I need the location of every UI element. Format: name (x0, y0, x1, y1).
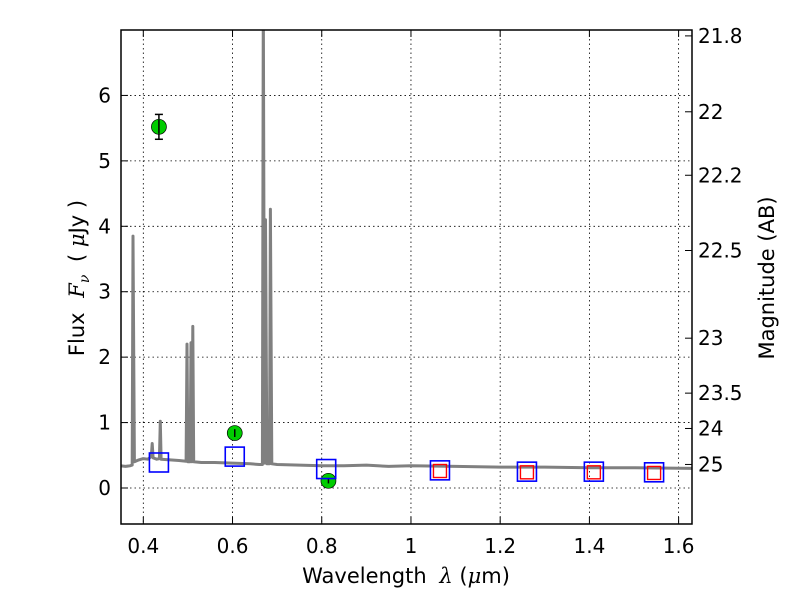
synthetic-square (519, 465, 535, 480)
y2-tick-label: 22.5 (698, 239, 743, 263)
model-square (643, 462, 665, 483)
y-tick-label: 4 (98, 214, 111, 238)
grid-lines (121, 30, 692, 524)
y-tick-label: 1 (98, 411, 111, 435)
y2-tick-label: 22.2 (698, 163, 743, 187)
x-tick-label: 0.8 (306, 534, 338, 558)
synthetic-square (646, 465, 662, 481)
y-tick-label: 5 (98, 149, 111, 173)
y2-tick-label: 23.5 (698, 381, 743, 405)
y-axis-title: Flux Fν ( μJy ) (65, 200, 94, 356)
x-tick-label: 1.2 (484, 534, 516, 558)
y2-tick-label: 25 (698, 452, 723, 476)
y2-axis-title: Magnitude (AB) (755, 196, 779, 359)
model-square (224, 446, 246, 467)
synthetic-square (586, 465, 602, 480)
y-tick-label: 3 (98, 280, 111, 304)
model-square (315, 458, 337, 480)
x-axis-title: Wavelength λ (μm) (302, 564, 510, 588)
y2-tick-label: 23 (698, 326, 723, 350)
y2-tick-label: 24 (698, 416, 723, 440)
y-tick-label: 6 (98, 83, 111, 107)
model-square (583, 461, 605, 482)
y-tick-label: 0 (98, 476, 111, 500)
plot-frame (120, 29, 693, 525)
x-tick-label: 0.4 (127, 534, 159, 558)
x-tick-label: 0.6 (217, 534, 249, 558)
x-tick-label: 1 (405, 534, 418, 558)
x-tick-label: 1.4 (573, 534, 605, 558)
axis-ticks: 0.4 0.6 0.8 1 1.2 1.4 1.6012345621.82222.222.5… (98, 24, 742, 558)
model-square (516, 461, 538, 482)
plot-area (121, 30, 692, 489)
model-square (148, 452, 170, 473)
model-square (429, 460, 451, 481)
synthetic-square (432, 463, 448, 479)
spectrum-line (121, 30, 692, 470)
y2-tick-label: 21.8 (698, 24, 743, 48)
y-tick-label: 2 (98, 345, 111, 369)
x-tick-label: 1.6 (663, 534, 695, 558)
y2-tick-label: 22 (698, 100, 723, 124)
